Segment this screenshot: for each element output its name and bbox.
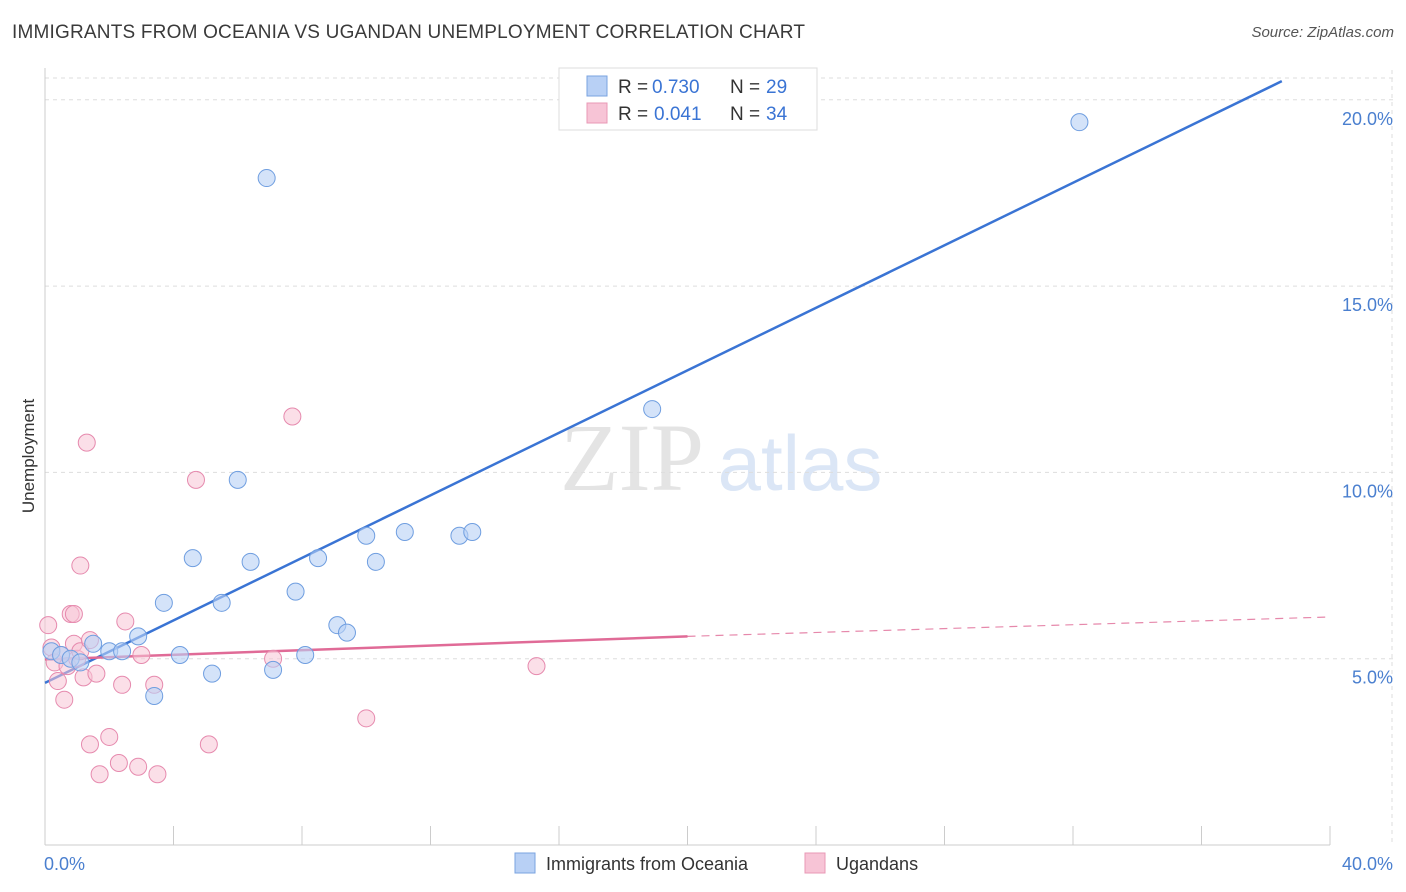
point-oceania <box>337 623 356 642</box>
point-ugandans <box>186 470 205 489</box>
point-oceania <box>286 582 305 601</box>
legend-n-label-oceania: N = <box>730 77 760 98</box>
y-tick-label: 5.0% <box>1352 668 1393 688</box>
bottom-legend-swatch-oceania <box>514 852 536 874</box>
tick-labels: 5.0% 10.0% 15.0% 20.0% 0.0% 40.0% <box>44 109 1393 874</box>
trendline-oceania <box>44 80 1283 685</box>
point-oceania <box>212 593 231 612</box>
bottom-legend-label-ugandans: Ugandans <box>836 854 918 874</box>
watermark-zip: ZIP <box>560 404 704 511</box>
point-ugandans <box>148 765 167 784</box>
legend-r-label-oceania: R = <box>618 77 648 98</box>
y-tick-label: 20.0% <box>1342 109 1393 129</box>
trendline-ugandans-extension <box>687 616 1331 637</box>
point-ugandans <box>77 433 96 452</box>
point-oceania <box>463 523 482 542</box>
x-tick-label-min: 0.0% <box>44 854 85 874</box>
point-oceania <box>84 634 103 653</box>
point-ugandans <box>129 757 148 776</box>
point-oceania <box>170 645 189 664</box>
point-oceania <box>1070 113 1089 132</box>
point-ugandans <box>283 407 302 426</box>
legend-n-value-oceania: 29 <box>766 77 787 98</box>
bottom-legend-label-oceania: Immigrants from Oceania <box>546 854 749 874</box>
point-ugandans <box>527 657 546 676</box>
point-oceania <box>183 549 202 568</box>
y-tick-label: 10.0% <box>1342 481 1393 501</box>
point-oceania <box>228 470 247 489</box>
point-ugandans <box>48 672 67 691</box>
point-ugandans <box>113 675 132 694</box>
point-ugandans <box>39 616 58 635</box>
legend-swatch-ugandans <box>586 102 608 124</box>
chart-source: Source: ZipAtlas.com <box>1251 24 1394 41</box>
legend-swatch-oceania <box>586 75 608 97</box>
point-ugandans <box>357 709 376 728</box>
point-oceania <box>395 523 414 542</box>
x-tick-label-max: 40.0% <box>1342 854 1393 874</box>
point-oceania <box>203 664 222 683</box>
legend-n-value-ugandans: 34 <box>766 104 788 125</box>
point-oceania <box>71 653 90 672</box>
data-points <box>39 113 1089 784</box>
point-oceania <box>257 169 276 188</box>
point-oceania <box>309 549 328 568</box>
point-ugandans <box>90 765 109 784</box>
watermark: ZIP atlas <box>560 404 882 511</box>
trendline-ugandans <box>44 635 688 661</box>
trend-lines <box>44 80 1331 685</box>
legend-n-label-ugandans: N = <box>730 104 760 125</box>
point-ugandans <box>80 735 99 754</box>
y-tick-label: 15.0% <box>1342 295 1393 315</box>
point-oceania <box>366 552 385 571</box>
point-ugandans <box>71 556 90 575</box>
bottom-legend: Immigrants from Oceania Ugandans <box>514 852 918 874</box>
point-oceania <box>357 526 376 545</box>
legend-r-value-oceania: 0.730 <box>652 77 700 98</box>
y-axis-title: Unemployment <box>19 399 38 514</box>
point-ugandans <box>64 604 83 623</box>
legend-r-value-ugandans: 0.041 <box>654 104 702 125</box>
point-oceania <box>113 642 132 661</box>
point-oceania <box>145 686 164 705</box>
axes <box>44 68 1331 846</box>
point-ugandans <box>116 612 135 631</box>
point-oceania <box>264 660 283 679</box>
point-oceania <box>154 593 173 612</box>
point-oceania <box>296 645 315 664</box>
watermark-atlas: atlas <box>718 419 883 507</box>
point-ugandans <box>132 645 151 664</box>
chart-title: IMMIGRANTS FROM OCEANIA VS UGANDAN UNEMP… <box>12 22 806 43</box>
point-ugandans <box>87 664 106 683</box>
point-ugandans <box>100 727 119 746</box>
point-ugandans <box>199 735 218 754</box>
top-legend: R = 0.730 N = 29 R = 0.041 N = 34 <box>558 67 818 131</box>
point-ugandans <box>109 754 128 773</box>
bottom-legend-swatch-ugandans <box>804 852 826 874</box>
point-oceania <box>241 552 260 571</box>
point-oceania <box>643 400 662 419</box>
point-ugandans <box>55 690 74 709</box>
point-oceania <box>129 627 148 646</box>
legend-r-label-ugandans: R = <box>618 104 648 125</box>
